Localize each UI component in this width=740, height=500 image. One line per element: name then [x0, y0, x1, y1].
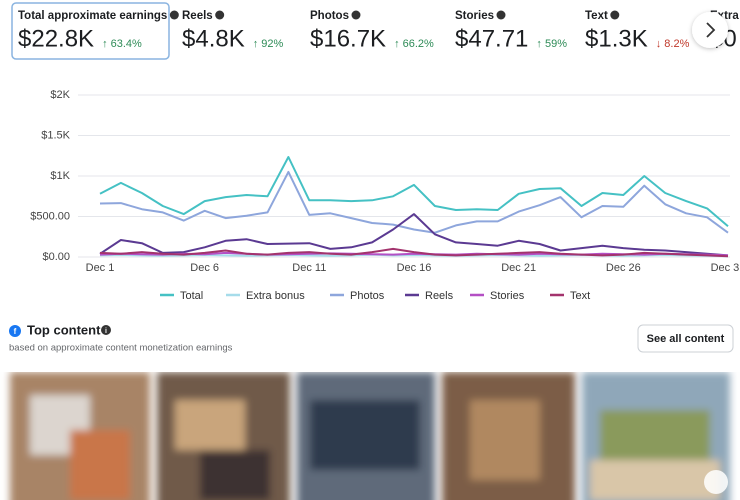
metric-change: ↑ 63.4% — [102, 38, 142, 50]
metric-label: Text — [585, 10, 608, 22]
x-tick-label: Dec 16 — [397, 262, 432, 274]
legend-label: Total — [180, 290, 203, 302]
metric-label: Stories — [455, 10, 494, 22]
legend-label: Photos — [350, 290, 385, 302]
info-icon — [215, 10, 225, 20]
x-tick-label: Dec 11 — [292, 262, 326, 274]
thumbnails — [10, 372, 730, 500]
metric-value: $22.8K — [18, 25, 94, 52]
x-tick-label: Dec 6 — [190, 262, 219, 274]
metric-label: Total approximate earnings — [18, 10, 167, 22]
y-tick-label: $2K — [50, 89, 70, 101]
see-all-label: See all content — [647, 333, 725, 345]
info-icon — [351, 10, 361, 20]
chevron-icon — [706, 22, 716, 38]
metric-value: $1.3K — [585, 25, 648, 52]
x-tick-label: Dec 26 — [606, 262, 641, 274]
section-title: Top content — [27, 322, 101, 337]
metric-label: Photos — [310, 10, 349, 22]
x-tick-label: Dec 21 — [501, 262, 536, 274]
series-line — [99, 247, 729, 258]
info-icon — [169, 10, 179, 20]
metric-change: ↓ 8.2% — [656, 38, 690, 50]
y-tick-label: $1K — [50, 170, 70, 182]
legend-label: Extra bonus — [246, 290, 305, 302]
x-tick-label: Dec 1 — [86, 262, 115, 274]
metric-value: $16.7K — [310, 25, 386, 52]
legend-label: Reels — [425, 290, 454, 302]
y-tick-label: $1.5K — [41, 129, 70, 141]
y-tick-label: $0.00 — [42, 251, 70, 263]
metric-change: ↑ 59% — [536, 38, 567, 50]
info-glyph: i — [105, 328, 107, 335]
legend-label: Stories — [490, 290, 525, 302]
facebook-icon — [9, 325, 21, 337]
next-button[interactable] — [692, 12, 728, 48]
series-line — [99, 213, 729, 257]
gear-icon[interactable] — [704, 470, 728, 494]
metric-label: Reels — [182, 10, 213, 22]
y-tick-label: $500.00 — [30, 210, 70, 222]
x-tick-label: Dec 31 — [711, 262, 740, 274]
info-icon — [496, 10, 506, 20]
selected-card[interactable] — [11, 2, 170, 60]
info-icon — [610, 10, 620, 20]
series-line — [99, 170, 729, 234]
series-line — [99, 156, 729, 227]
metric-change: ↑ 66.2% — [394, 38, 434, 50]
metric-value: $4.8K — [182, 25, 245, 52]
metric-change: ↑ 92% — [253, 38, 284, 50]
legend-label: Text — [570, 290, 590, 302]
facebook-glyph: f — [14, 327, 17, 336]
metric-value: $47.71 — [455, 25, 528, 52]
section-subtitle: based on approximate content monetizatio… — [9, 343, 233, 354]
see-all-button[interactable] — [637, 324, 734, 353]
info-icon — [101, 325, 111, 335]
